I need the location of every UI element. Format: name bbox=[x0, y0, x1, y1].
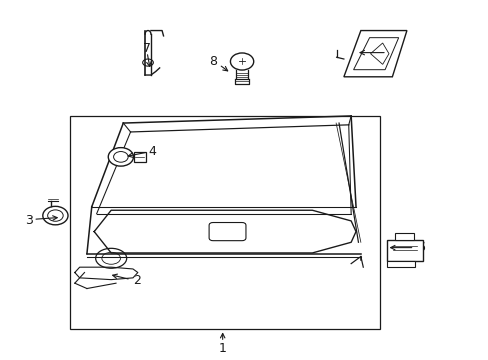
Text: 7: 7 bbox=[142, 42, 150, 55]
FancyBboxPatch shape bbox=[209, 222, 245, 241]
Bar bbox=[386, 261, 414, 267]
Bar bbox=[134, 152, 146, 162]
Circle shape bbox=[230, 53, 253, 70]
Bar bbox=[394, 233, 413, 240]
Circle shape bbox=[43, 206, 68, 225]
Text: 3: 3 bbox=[25, 214, 33, 227]
Text: 6: 6 bbox=[417, 241, 425, 254]
Text: 2: 2 bbox=[133, 274, 141, 287]
Text: 8: 8 bbox=[208, 55, 217, 68]
Bar bbox=[70, 116, 380, 329]
Polygon shape bbox=[343, 31, 406, 77]
Bar bbox=[386, 240, 423, 261]
Circle shape bbox=[108, 148, 133, 166]
Text: 4: 4 bbox=[148, 145, 156, 158]
Text: 1: 1 bbox=[218, 342, 226, 355]
Text: 5: 5 bbox=[389, 46, 397, 59]
Polygon shape bbox=[75, 267, 138, 280]
